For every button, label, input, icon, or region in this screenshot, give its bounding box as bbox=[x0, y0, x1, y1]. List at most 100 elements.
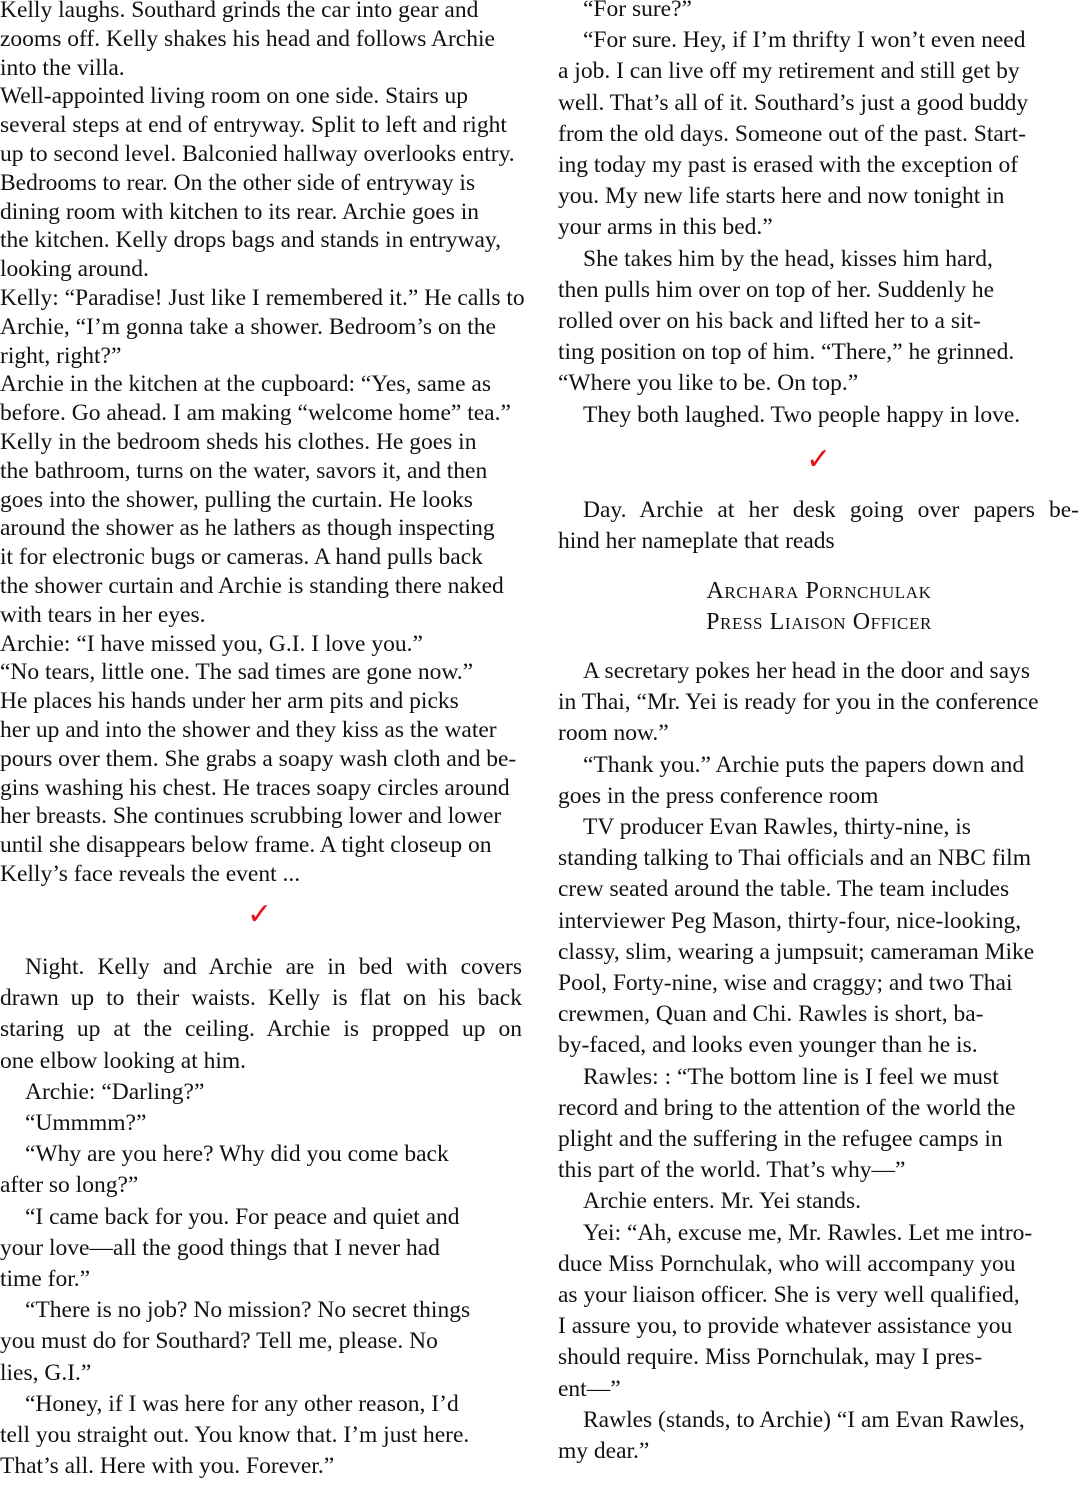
paragraph: Night. Kelly and Archie are in bed with … bbox=[0, 952, 522, 1077]
text-line: Bedrooms to rear. On the other side of e… bbox=[0, 169, 476, 196]
text-line: “There is no job? No mission? No secret … bbox=[25, 1297, 471, 1324]
text-line: zooms off. Kelly shakes his head and fol… bbox=[0, 25, 495, 52]
text-line: plight and the suffering in the refugee … bbox=[558, 1126, 1003, 1153]
text-line: goes into the shower, pulling the curtai… bbox=[0, 486, 473, 513]
text-line: from the old days. Someone out of the pa… bbox=[558, 120, 1026, 147]
left-column-scene-1: Kelly laughs. Southard grinds the car in… bbox=[0, 0, 525, 889]
text-line: you must do for Southard? Tell me, pleas… bbox=[0, 1328, 438, 1355]
text-line: Archie in the kitchen at the cupboard: “… bbox=[0, 371, 491, 398]
text-line: lies, G.I.” bbox=[0, 1359, 92, 1386]
text-line: tell you straight out. You know that. I’… bbox=[0, 1422, 470, 1449]
text-line: it for electronic bugs or cameras. A han… bbox=[0, 544, 483, 571]
day-paragraph: Day. Archie at her desk going over paper… bbox=[558, 495, 1079, 557]
text-line: “Ummmm?” bbox=[25, 1110, 147, 1137]
text-line: classy, slim, wearing a jumpsuit; camera… bbox=[558, 938, 1035, 965]
text-line: you. My new life starts here and now ton… bbox=[558, 183, 1005, 210]
text-line: TV producer Evan Rawles, thirty-nine, is bbox=[583, 814, 971, 841]
text-line: before. Go ahead. I am making “welcome h… bbox=[0, 400, 511, 427]
paragraph: “For sure. Hey, if I’m thrifty I won’t e… bbox=[558, 25, 1080, 243]
text-line: around the shower as he lathers as thoug… bbox=[0, 515, 495, 542]
text-line: pours over them. She grabs a soapy wash … bbox=[0, 745, 517, 772]
paragraph: Archie: “Darling?” bbox=[0, 1077, 522, 1108]
text-line: several steps at end of entryway. Split … bbox=[0, 112, 507, 139]
right-column-scene-3: A secretary pokes her head in the door a… bbox=[558, 656, 1080, 1467]
text-line: He places his hands under her arm pits a… bbox=[0, 688, 459, 715]
text-line: “Thank you.” Archie puts the papers down… bbox=[583, 751, 1025, 778]
text-line: ting position on top of him. “There,” he… bbox=[558, 339, 1015, 366]
text-line: staring up at the ceiling. Archie is pro… bbox=[0, 1016, 522, 1043]
text-line: Kelly laughs. Southard grinds the car in… bbox=[0, 0, 479, 23]
text-line: interviewer Peg Mason, thirty-four, nice… bbox=[558, 907, 1022, 934]
text-line: “No tears, little one. The sad times are… bbox=[0, 659, 474, 686]
text-line: a job. I can live off my retirement and … bbox=[558, 58, 1020, 85]
text-line: your arms in this bed.” bbox=[558, 214, 773, 241]
paragraph: “Honey, if I was here for any other reas… bbox=[0, 1389, 522, 1483]
right-column-scene-continued: “For sure?” “For sure. Hey, if I’m thrift… bbox=[558, 0, 1080, 431]
text-line: up to second level. Balconied hallway ov… bbox=[0, 140, 515, 167]
text-line: ent—” bbox=[558, 1375, 621, 1402]
text-line: Kelly: “Paradise! Just like I remembered… bbox=[0, 284, 525, 311]
text-line: “Honey, if I was here for any other reas… bbox=[25, 1390, 459, 1417]
text-line: Kelly in the bedroom sheds his clothes. … bbox=[0, 428, 477, 455]
paragraph: Rawles (stands, to Archie) “I am Evan Ra… bbox=[558, 1405, 1080, 1467]
text-line: duce Miss Pornchulak, who will accompany… bbox=[558, 1250, 1016, 1277]
paragraph: “I came back for you. For peace and quie… bbox=[0, 1202, 522, 1296]
paragraph: “Ummmm?” bbox=[0, 1108, 522, 1139]
paragraph: “For sure?” bbox=[558, 0, 1080, 25]
paragraph: Yei: “Ah, excuse me, Mr. Rawles. Let me … bbox=[558, 1218, 1080, 1405]
text-line: her up and into the shower and they kiss… bbox=[0, 716, 497, 743]
paragraph: Rawles: : “The bottom line is I feel we … bbox=[558, 1062, 1080, 1187]
text-line: Day. Archie at her desk going over paper… bbox=[583, 497, 1079, 523]
text-line: Pool, Forty-nine, wise and craggy; and t… bbox=[558, 970, 1013, 997]
text-line: crewmen, Quan and Chi. Rawles is short, … bbox=[558, 1001, 984, 1028]
text-line: in Thai, “Mr. Yei is ready for you in th… bbox=[558, 689, 1039, 716]
text-line: drawn up to their waists. Kelly is flat … bbox=[0, 985, 522, 1012]
text-line: one elbow looking at him. bbox=[0, 1047, 247, 1074]
text-line: with tears in her eyes. bbox=[0, 601, 206, 628]
text-line: this part of the world. That’s why—” bbox=[558, 1157, 906, 1184]
text-line: hind her nameplate that reads bbox=[558, 528, 835, 555]
text-line: “For sure. Hey, if I’m thrifty I won’t e… bbox=[583, 27, 1026, 54]
text-line: the bathroom, turns on the water, savors… bbox=[0, 457, 488, 484]
text-line: into the villa. bbox=[0, 54, 125, 81]
text-line: my dear.” bbox=[558, 1438, 650, 1465]
paragraph: “There is no job? No mission? No secret … bbox=[0, 1295, 522, 1389]
text-line: by-faced, and looks even younger than he… bbox=[558, 1032, 978, 1059]
text-line: Rawles: : “The bottom line is I feel we … bbox=[583, 1063, 999, 1090]
text-line: Well-appointed living room on one side. … bbox=[0, 83, 469, 110]
paragraph: TV producer Evan Rawles, thirty-nine, is… bbox=[558, 812, 1080, 1062]
text-line: dining room with kitchen to its rear. Ar… bbox=[0, 198, 480, 225]
paragraph: She takes him by the head, kisses him ha… bbox=[558, 244, 1080, 400]
text-line: after so long?” bbox=[0, 1172, 139, 1199]
text-line: Archie enters. Mr. Yei stands. bbox=[583, 1188, 862, 1215]
text-line: the shower curtain and Archie is standin… bbox=[0, 572, 504, 599]
text-line: right, right?” bbox=[0, 342, 122, 369]
paragraph: A secretary pokes her head in the door a… bbox=[558, 656, 1080, 750]
text-line: That’s all. Here with you. Forever.” bbox=[0, 1453, 335, 1480]
text-line: rolled over on his back and lifted her t… bbox=[558, 308, 981, 335]
text-line: crew seated around the table. The team i… bbox=[558, 876, 1010, 903]
text-line: “Why are you here? Why did you come back bbox=[25, 1141, 449, 1168]
text-line: as your liaison officer. She is very wel… bbox=[558, 1282, 1020, 1309]
text-line: “Where you like to be. On top.” bbox=[558, 370, 859, 397]
text-line: your love—all the good things that I nev… bbox=[0, 1234, 440, 1261]
text-line: time for.” bbox=[0, 1266, 91, 1293]
text-line: “I came back for you. For peace and quie… bbox=[25, 1203, 460, 1230]
text-line: well. That’s all of it. Southard’s just … bbox=[558, 89, 1029, 116]
text-line: record and bring to the attention of the… bbox=[558, 1094, 1016, 1121]
text-line: then pulls him over on top of her. Sudde… bbox=[558, 276, 995, 303]
text-line: looking around. bbox=[0, 256, 149, 283]
text-line: should require. Miss Pornchulak, may I p… bbox=[558, 1344, 983, 1371]
text-line: “For sure?” bbox=[583, 0, 692, 22]
text-line: They both laughed. Two people happy in l… bbox=[583, 401, 1021, 428]
paragraph: They both laughed. Two people happy in l… bbox=[558, 400, 1080, 431]
nameplate-title: Press Liaison Officer bbox=[706, 609, 932, 636]
checkmark-icon: ✓ bbox=[247, 897, 273, 932]
paragraph: Archie enters. Mr. Yei stands. bbox=[558, 1186, 1080, 1217]
text-line: ing today my past is erased with the exc… bbox=[558, 152, 1019, 179]
text-line: Kelly’s face reveals the event ... bbox=[0, 860, 301, 887]
text-line: until she disappears below frame. A tigh… bbox=[0, 832, 492, 859]
paragraph: “Why are you here? Why did you come back… bbox=[0, 1139, 522, 1201]
text-line: Yei: “Ah, excuse me, Mr. Rawles. Let me … bbox=[583, 1219, 1033, 1246]
text-line: the kitchen. Kelly drops bags and stands… bbox=[0, 227, 502, 254]
